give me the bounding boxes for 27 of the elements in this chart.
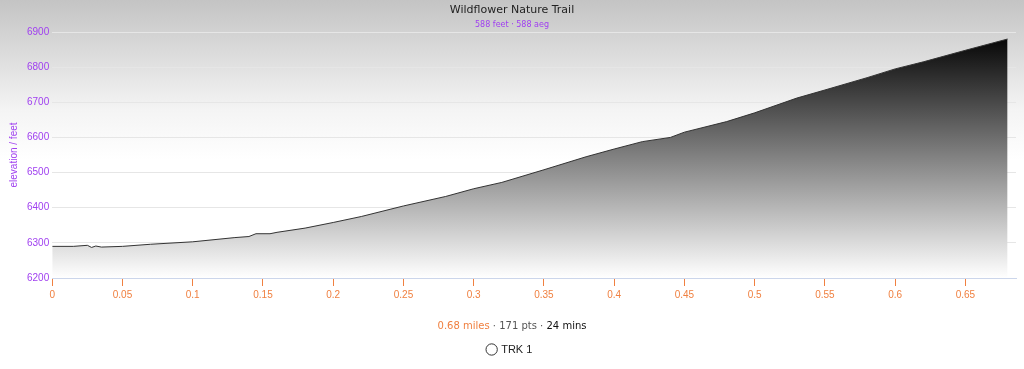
y-tick-label: 6700	[27, 96, 50, 108]
x-tick-label: 0.6	[888, 288, 903, 300]
x-tick-label: 0.4	[607, 288, 622, 300]
y-tick-label: 6200	[27, 271, 50, 283]
y-tick-label: 6800	[27, 60, 50, 72]
chart-title: Wildflower Nature Trail	[448, 3, 576, 16]
text: 0.68 miles · 171 pts · 24 mins	[437, 320, 587, 331]
y-tick-label: 6300	[27, 236, 50, 248]
x-tick-label: 0.3	[466, 288, 482, 300]
x-tick-label: 0.1	[185, 288, 201, 300]
x-tick-label: 0.2	[326, 288, 341, 300]
x-tick-label: 0.25	[393, 288, 414, 300]
x-tick-label: 0.05	[112, 288, 133, 300]
y-axis-title: elevation / feet	[7, 122, 19, 188]
legend-label: TRK 1	[501, 342, 533, 355]
x-tick-label: 0.35	[534, 288, 555, 300]
x-tick-label: 0.15	[253, 288, 274, 300]
x-tick-label: 0.55	[815, 288, 836, 300]
x-tick-label: 0	[49, 288, 56, 300]
y-tick-label: 6400	[27, 201, 50, 213]
y-tick-label: 6600	[27, 131, 50, 143]
x-tick-label: 0.5	[747, 288, 763, 300]
chart-subtitle: 588 feet · 588 aeg	[475, 20, 549, 29]
y-tick-label: 6900	[27, 25, 50, 37]
x-tick-label: 0.45	[674, 288, 695, 300]
y-tick-label: 6500	[27, 166, 50, 178]
x-tick-label: 0.65	[955, 288, 976, 300]
